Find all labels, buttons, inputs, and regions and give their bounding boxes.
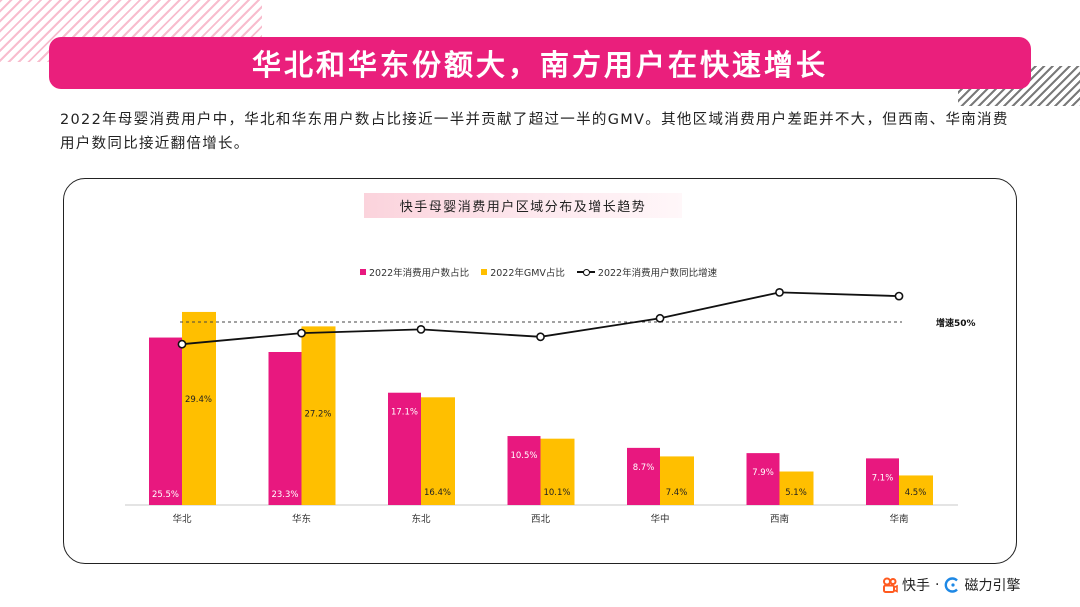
bar-gmv xyxy=(779,471,814,505)
legend-item-growth: 2022年消费用户数同比增速 xyxy=(576,265,718,279)
bar-users xyxy=(866,458,899,505)
footer-brand1: 快手 xyxy=(902,578,930,594)
data-label-users: 7.9% xyxy=(752,468,774,478)
x-tick-label: 西北 xyxy=(531,514,551,525)
x-tick-label: 华东 xyxy=(292,513,311,525)
growth-point xyxy=(416,324,426,334)
chart-title-box: 快手母婴消费用户区域分布及增长趋势 xyxy=(364,193,682,218)
data-label-users: 25.5% xyxy=(152,490,179,500)
footer-brand2: 磁力引擎 xyxy=(964,578,1021,594)
data-label-gmv: 10.1% xyxy=(543,488,570,498)
data-label-gmv: 29.4% xyxy=(185,395,212,405)
data-label-users: 8.7% xyxy=(633,463,655,473)
intro-paragraph: 2022年母婴消费用户中，华北和华东用户数占比接近一半并贡献了超过一半的GMV。… xyxy=(60,112,1009,152)
bar-users xyxy=(627,447,660,505)
data-label-users: 7.1% xyxy=(872,473,894,483)
growth-point xyxy=(536,332,545,342)
bar-gmv xyxy=(540,438,575,505)
growth-point xyxy=(894,291,904,301)
bar-gmv xyxy=(301,326,336,505)
footer-separator: · xyxy=(935,577,940,593)
data-label-users: 17.1% xyxy=(391,408,418,418)
legend-swatch-growth xyxy=(576,268,595,276)
legend-swatch-users xyxy=(360,269,366,275)
footer-brand: 快手 · 磁力引擎 xyxy=(882,574,1020,596)
x-tick-label: 华南 xyxy=(889,513,908,525)
x-tick-label: 华中 xyxy=(650,513,669,525)
data-label-gmv: 5.1% xyxy=(785,488,807,498)
bar-users xyxy=(388,392,421,505)
chart-title: 快手母婴消费用户区域分布及增长趋势 xyxy=(399,200,647,215)
legend-label-users: 2022年消费用户数占比 xyxy=(369,268,470,279)
title-banner: 华北和华东份额大，南方用户在快速增长 xyxy=(49,37,1031,89)
growth-point xyxy=(655,313,665,323)
data-label-users: 23.3% xyxy=(271,490,298,500)
legend-item-gmv: 2022年GMV占比 xyxy=(481,265,565,279)
bar-gmv xyxy=(899,475,933,505)
legend-swatch-gmv xyxy=(481,269,488,275)
reference-line-label: 增速50% xyxy=(936,317,976,329)
data-label-gmv: 16.4% xyxy=(424,488,451,498)
data-label-gmv: 27.2% xyxy=(304,409,331,419)
x-tick-label: 华北 xyxy=(172,513,192,525)
legend-item-users: 2022年消费用户数占比 xyxy=(360,265,469,279)
bar-users xyxy=(746,453,780,505)
growth-point xyxy=(297,328,306,338)
chart-legend: 2022年消费用户数占比 2022年GMV占比 2022年消费用户数同比增速 xyxy=(360,265,729,279)
data-label-users: 10.5% xyxy=(510,451,537,461)
bar-users xyxy=(149,337,182,505)
page-title: 华北和华东份额大，南方用户在快速增长 xyxy=(251,48,828,82)
growth-point xyxy=(775,287,784,297)
growth-point xyxy=(177,339,187,349)
data-label-gmv: 7.4% xyxy=(666,488,688,498)
x-tick-label: 西南 xyxy=(770,513,789,525)
kuaishou-logo-icon xyxy=(883,577,898,593)
x-tick-label: 东北 xyxy=(411,513,431,525)
cili-engine-logo-icon xyxy=(945,577,959,593)
bar-users xyxy=(268,351,302,505)
bar-gmv xyxy=(421,397,455,505)
legend-label-growth: 2022年消费用户数同比增速 xyxy=(597,268,718,279)
legend-label-gmv: 2022年GMV占比 xyxy=(490,268,565,279)
bar-users xyxy=(507,436,541,505)
bar-gmv xyxy=(660,456,694,505)
data-label-gmv: 4.5% xyxy=(905,488,927,498)
